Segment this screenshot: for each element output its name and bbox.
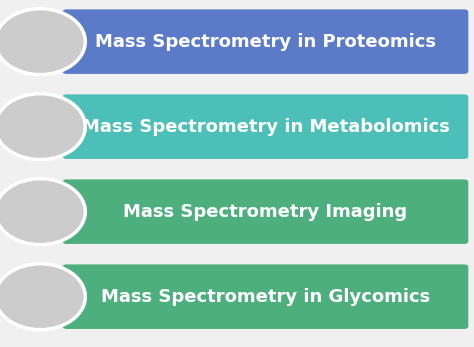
Text: Mass Spectrometry in Proteomics: Mass Spectrometry in Proteomics [95,33,436,51]
Circle shape [0,94,85,160]
FancyBboxPatch shape [63,264,468,329]
FancyBboxPatch shape [63,9,468,74]
Circle shape [0,179,85,245]
FancyBboxPatch shape [63,179,468,244]
Circle shape [0,9,85,75]
Circle shape [0,264,85,330]
Text: Mass Spectrometry in Glycomics: Mass Spectrometry in Glycomics [101,288,430,306]
Text: Mass Spectrometry Imaging: Mass Spectrometry Imaging [123,203,408,221]
Text: Mass Spectrometry in Metabolomics: Mass Spectrometry in Metabolomics [82,118,449,136]
FancyBboxPatch shape [63,94,468,159]
